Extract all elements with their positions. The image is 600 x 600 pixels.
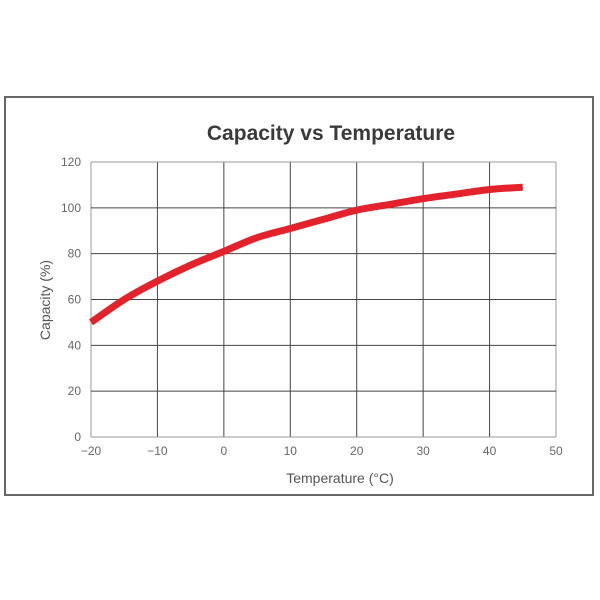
x-tick-label: 0 xyxy=(221,444,228,458)
x-tick-label: 50 xyxy=(549,444,563,458)
y-axis-label: Capacity (%) xyxy=(37,260,53,340)
x-tick-label: −10 xyxy=(147,444,168,458)
chart-frame xyxy=(4,96,594,496)
x-tick-label: 10 xyxy=(284,444,298,458)
y-tick-label: 120 xyxy=(61,155,81,169)
y-tick-label: 60 xyxy=(68,293,82,307)
tick-labels: −20 −10 0 10 20 30 40 50 0 20 40 60 80 100 120 xyxy=(61,155,563,458)
x-tick-label: 20 xyxy=(350,444,364,458)
y-tick-label: 0 xyxy=(74,430,81,444)
x-tick-label: 40 xyxy=(483,444,497,458)
chart-title: Capacity vs Temperature xyxy=(207,122,455,145)
series-line xyxy=(89,183,524,326)
y-tick-label: 80 xyxy=(68,247,82,261)
x-tick-label: −20 xyxy=(81,444,102,458)
x-tick-label: 30 xyxy=(416,444,430,458)
y-tick-label: 40 xyxy=(68,338,82,352)
x-axis-label: Temperature (°C) xyxy=(286,470,394,486)
grid xyxy=(90,161,557,438)
y-tick-label: 100 xyxy=(61,201,81,215)
y-tick-label: 20 xyxy=(68,384,82,398)
